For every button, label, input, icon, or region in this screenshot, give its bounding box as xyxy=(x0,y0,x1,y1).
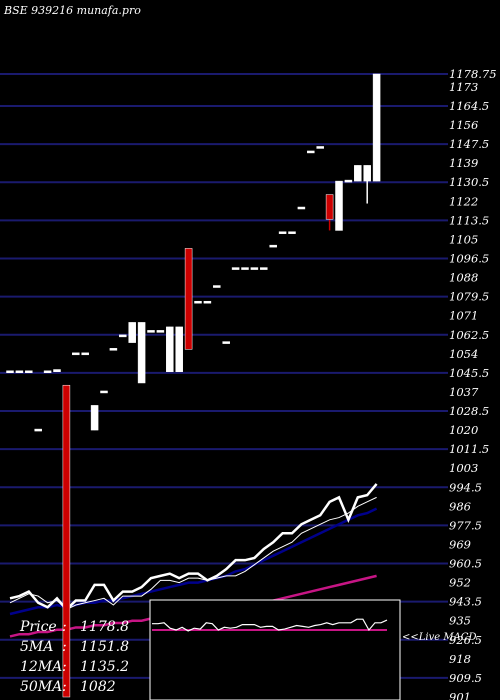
y-tick-label: 1028.5 xyxy=(449,404,489,418)
candle-body xyxy=(231,267,240,270)
candle-body xyxy=(363,165,371,182)
y-tick-label: 1147.5 xyxy=(449,137,489,151)
y-tick-label: 994.5 xyxy=(449,480,482,494)
y-tick-label: 1096.5 xyxy=(449,251,489,265)
y-tick-label: 1045.5 xyxy=(449,366,489,380)
y-tick-label: 1011.5 xyxy=(449,442,489,456)
candle-body xyxy=(372,73,381,182)
y-tick-label: 1156 xyxy=(449,118,478,132)
candle-body xyxy=(43,370,52,374)
y-tick-label: 1003 xyxy=(449,461,478,475)
price-line xyxy=(9,483,378,612)
y-tick-label: 909.5 xyxy=(449,671,482,685)
stat-50ma-label: 50MA xyxy=(20,679,62,695)
y-tick-label: 986 xyxy=(449,499,471,513)
y-tick-label: 1113.5 xyxy=(449,213,489,227)
y-tick-label: 1130.5 xyxy=(449,175,489,189)
candle-body xyxy=(90,405,99,431)
y-tick-label: 1062.5 xyxy=(449,328,489,342)
candle-body xyxy=(354,165,362,182)
y-tick-label: 1054 xyxy=(449,347,478,361)
candle-body xyxy=(335,180,343,231)
y-tick-label: 960.5 xyxy=(449,557,482,571)
candle-body xyxy=(344,179,353,183)
candle-body xyxy=(6,370,14,374)
stat-5ma-label: 5MA xyxy=(20,639,53,655)
stat-12ma-sep: : xyxy=(62,659,67,675)
stat-12ma-label: 12MA xyxy=(20,659,62,675)
candle-body xyxy=(34,428,42,432)
ma-short-line xyxy=(9,496,377,611)
y-tick-label: 1037 xyxy=(449,385,479,399)
stat-50ma-sep: : xyxy=(62,679,67,695)
candle-body xyxy=(203,300,212,304)
macd-live-line xyxy=(152,618,388,632)
y-tick-label: 1020 xyxy=(449,423,478,437)
candle-body xyxy=(250,267,259,270)
candle-body xyxy=(316,146,324,149)
candle-body xyxy=(25,370,33,374)
chart-title: BSE 939216 munafa.pro xyxy=(3,4,141,17)
stat-5ma-value: 1151.8 xyxy=(80,639,129,655)
candle-body xyxy=(194,300,202,304)
candle-body xyxy=(260,267,268,270)
candle-body xyxy=(109,348,118,351)
stat-price-sep: : xyxy=(62,619,67,635)
macd-label: <<Live MACD xyxy=(402,632,476,643)
y-tick-label: 1173 xyxy=(449,80,478,94)
stat-price-value: 1178.8 xyxy=(80,619,129,635)
stats-block: Price : 1178.8 5MA : 1151.8 12MA : 1135.… xyxy=(19,619,129,695)
candle-body xyxy=(175,326,183,373)
y-tick-label: 1088 xyxy=(449,271,478,285)
y-tick-label: 1178.75 xyxy=(449,67,497,81)
macd-lines xyxy=(152,618,388,632)
candle-body xyxy=(269,244,277,248)
y-tick-label: 943.5 xyxy=(449,595,482,609)
candle-body xyxy=(62,384,71,698)
candle-body xyxy=(325,194,334,220)
candle-body xyxy=(288,231,296,234)
candle-body xyxy=(72,352,80,356)
candle-body xyxy=(147,330,155,333)
y-tick-label: 901 xyxy=(449,690,471,700)
candle-body xyxy=(53,369,61,373)
candlestick-series xyxy=(6,73,381,698)
candle-body xyxy=(15,370,24,374)
stat-5ma-sep: : xyxy=(62,639,67,655)
candle-body xyxy=(213,285,221,288)
candle-body xyxy=(119,334,127,338)
stat-price-label: Price xyxy=(19,619,57,635)
y-tick-label: 935 xyxy=(449,614,471,628)
y-tick-label: 1105 xyxy=(449,232,478,246)
stat-50ma-value: 1082 xyxy=(80,679,116,695)
candle-body xyxy=(307,150,315,154)
candle-body xyxy=(184,248,193,350)
stat-12ma-value: 1135.2 xyxy=(80,659,129,675)
candle-body xyxy=(137,322,146,384)
candle-body xyxy=(81,352,89,356)
candle-body xyxy=(100,390,108,394)
candle-body xyxy=(128,322,136,343)
y-tick-label: 1122 xyxy=(449,194,478,208)
candle-body xyxy=(241,267,249,270)
candle-body xyxy=(222,341,230,344)
y-tick-label: 926.5 xyxy=(449,633,482,647)
y-tick-label: 1164.5 xyxy=(449,99,489,113)
y-tick-label: 1139 xyxy=(449,156,478,170)
macd-panel xyxy=(149,599,401,700)
candle-body xyxy=(278,231,287,234)
y-tick-label: 952 xyxy=(449,576,471,590)
y-tick-label: 1071 xyxy=(449,309,478,323)
y-tick-label: 977.5 xyxy=(449,518,482,532)
candle-body xyxy=(166,326,174,373)
y-tick-label: 969 xyxy=(449,537,471,551)
y-tick-label: 1079.5 xyxy=(449,290,489,304)
candle-body xyxy=(156,330,165,333)
y-tick-label: 918 xyxy=(449,652,471,666)
candle-body xyxy=(297,206,306,210)
